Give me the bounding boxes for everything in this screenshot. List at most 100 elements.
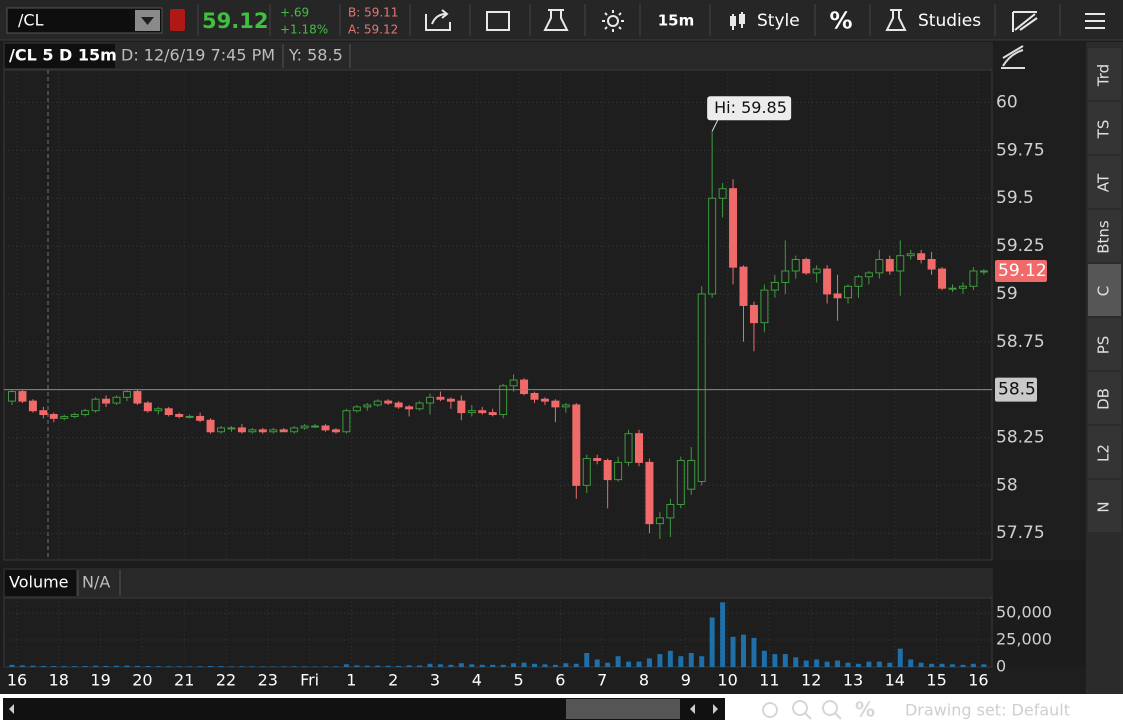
candle-body (175, 414, 184, 417)
share-icon[interactable] (425, 14, 451, 31)
candle-body (164, 408, 173, 416)
candle-body (331, 429, 340, 433)
candle-body (958, 285, 967, 289)
ask: A: 59.12 (348, 23, 398, 37)
side-tab-label[interactable]: N (1095, 501, 1113, 512)
side-tab[interactable] (1088, 156, 1121, 208)
volume-bar (458, 663, 464, 667)
side-tab-label[interactable]: PS (1095, 336, 1113, 355)
zoom-in-icon[interactable] (792, 700, 808, 716)
crosshair-icon[interactable] (762, 702, 778, 718)
axis-icon[interactable] (1001, 45, 1025, 69)
candle-body (708, 197, 717, 295)
candle-body (227, 427, 236, 430)
zoom-icons[interactable] (762, 700, 842, 720)
menu-icon[interactable] (1085, 13, 1105, 29)
side-tab[interactable] (1088, 480, 1121, 532)
candle-body (896, 255, 905, 272)
volume-bar (93, 665, 99, 667)
volume-bar (981, 664, 987, 667)
side-tab[interactable] (1088, 210, 1121, 262)
candle-body (237, 427, 246, 433)
info-icon[interactable] (486, 11, 510, 31)
side-tab-label[interactable]: Trd (1095, 64, 1113, 87)
last-price-label: 59.12 (998, 261, 1047, 281)
share-arrow[interactable] (431, 9, 449, 25)
volume-bar (437, 664, 443, 667)
candle-body (112, 396, 121, 404)
volume-bar (605, 662, 611, 667)
candle-body (258, 429, 267, 433)
percent-button[interactable]: % (829, 9, 852, 35)
candle-body (384, 400, 393, 404)
x-tick-label: 2 (388, 671, 398, 690)
volume-bar (260, 666, 266, 667)
volume-bar (521, 662, 527, 667)
candle-body (624, 433, 633, 463)
candle-body (133, 391, 142, 404)
x-tick-label: 11 (759, 671, 779, 690)
side-tab-label[interactable]: Btns (1095, 220, 1113, 254)
gear-icon[interactable] (607, 15, 619, 27)
symbol-dropdown[interactable]: /CL (6, 7, 163, 34)
side-tab[interactable] (1088, 264, 1121, 316)
side-tab[interactable] (1088, 372, 1121, 424)
percent-icon[interactable]: % (855, 698, 875, 722)
style-button[interactable]: Style (757, 11, 800, 31)
drawing-icon[interactable] (1012, 11, 1038, 32)
volume-bar (323, 666, 328, 667)
volume-bar (584, 652, 590, 667)
volume-bar (281, 666, 287, 667)
x-tick-label: 23 (258, 671, 278, 690)
volume-bar (375, 665, 381, 667)
symbol[interactable]: /CL (18, 11, 44, 30)
volume-bar (615, 656, 621, 667)
scrollbar-thumb[interactable] (566, 699, 680, 719)
drawing-set[interactable]: Drawing set: Default (905, 701, 1070, 720)
candle-body (185, 415, 194, 418)
volume-bar (249, 666, 255, 667)
candle-body (655, 517, 664, 525)
studies-icon[interactable] (885, 9, 907, 31)
volume-bar (291, 666, 297, 667)
volume-bar (218, 666, 224, 667)
side-tab-label[interactable]: AT (1095, 173, 1113, 192)
studies-button[interactable]: Studies (918, 11, 981, 31)
candle-body (342, 410, 351, 433)
candle-body (70, 414, 79, 417)
side-tab[interactable] (1088, 102, 1121, 154)
toolbar-icons[interactable] (425, 9, 1105, 32)
candle-body (969, 270, 978, 287)
interval-button[interactable]: 15m (658, 12, 695, 30)
side-tab[interactable] (1088, 318, 1121, 370)
candle-body (760, 289, 769, 324)
side-tab-label[interactable]: L2 (1095, 444, 1113, 462)
candle-body (300, 425, 309, 429)
x-tick-label: 22 (216, 671, 236, 690)
volume-bar (396, 665, 402, 667)
zoom-out-icon[interactable] (822, 700, 838, 716)
side-tab-label[interactable]: C (1095, 286, 1113, 296)
volume-bar (9, 664, 15, 667)
candle-body (812, 268, 821, 274)
volume-bar (772, 654, 778, 667)
x-tick-label: 16 (7, 671, 27, 690)
volume-bar (124, 665, 130, 667)
side-tab-label[interactable]: DB (1095, 388, 1113, 410)
style-icon[interactable] (730, 12, 745, 30)
flask-icon[interactable] (543, 9, 569, 31)
volume-bar (51, 666, 57, 667)
volume-bar (950, 664, 955, 667)
x-tick-label: 4 (472, 671, 482, 690)
volume-plot (3, 597, 993, 668)
volume-bar (699, 656, 705, 667)
side-tab-label[interactable]: TS (1095, 120, 1113, 140)
volume-bar (448, 664, 454, 667)
candle-body (687, 459, 696, 490)
alert-icon[interactable] (170, 9, 185, 31)
x-tick-label: 8 (639, 671, 649, 690)
scrollbar-track[interactable] (3, 698, 725, 720)
side-tab[interactable] (1088, 48, 1121, 100)
candle-body (415, 402, 424, 410)
side-tab[interactable] (1088, 426, 1121, 478)
